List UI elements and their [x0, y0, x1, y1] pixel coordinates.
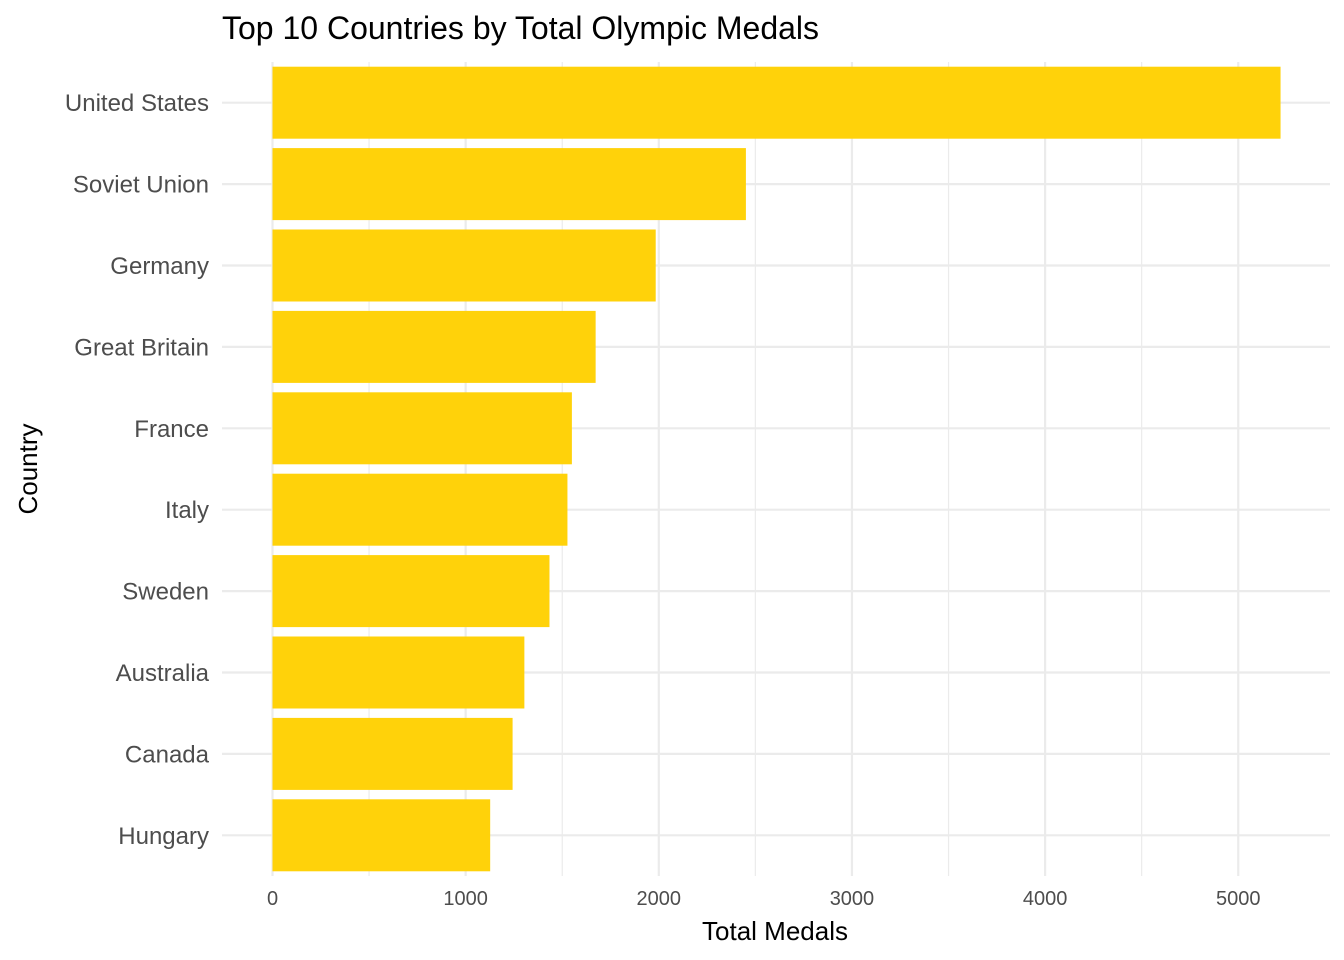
x-tick-label: 1000 [443, 888, 488, 910]
y-tick-label: United States [65, 90, 209, 117]
y-tick-label: Canada [125, 741, 210, 768]
bar-soviet-union [272, 148, 746, 221]
y-tick-label: Great Britain [74, 334, 209, 361]
bar-italy [272, 473, 568, 546]
bar-france [272, 392, 572, 465]
bars [272, 66, 1281, 872]
x-tick-label: 4000 [1023, 888, 1068, 910]
y-tick-label: Hungary [118, 823, 209, 850]
bar-sweden [272, 555, 550, 628]
x-axis-title: Total Medals [702, 916, 848, 946]
y-axis-tick-labels: United States Soviet Union Germany Great Br… [65, 90, 210, 850]
y-tick-label: Italy [165, 497, 209, 524]
x-tick-label: 0 [267, 888, 278, 910]
bar-germany [272, 229, 656, 302]
bar-great-britain [272, 310, 596, 383]
x-axis-tick-labels: 0 1000 2000 3000 4000 5000 [267, 888, 1261, 910]
y-tick-label: France [134, 416, 209, 443]
chart-title: Top 10 Countries by Total Olympic Medals [222, 10, 819, 46]
y-axis-title: Country [13, 423, 43, 514]
y-tick-label: Germany [110, 253, 209, 280]
y-tick-label: Sweden [122, 579, 209, 606]
y-tick-label: Soviet Union [73, 172, 209, 199]
x-tick-label: 5000 [1216, 888, 1261, 910]
x-tick-label: 2000 [637, 888, 682, 910]
bar-hungary [272, 799, 491, 872]
y-tick-label: Australia [116, 660, 210, 687]
bar-australia [272, 636, 525, 709]
bar-canada [272, 717, 513, 790]
x-tick-label: 3000 [830, 888, 875, 910]
bar-united-states [272, 66, 1281, 139]
